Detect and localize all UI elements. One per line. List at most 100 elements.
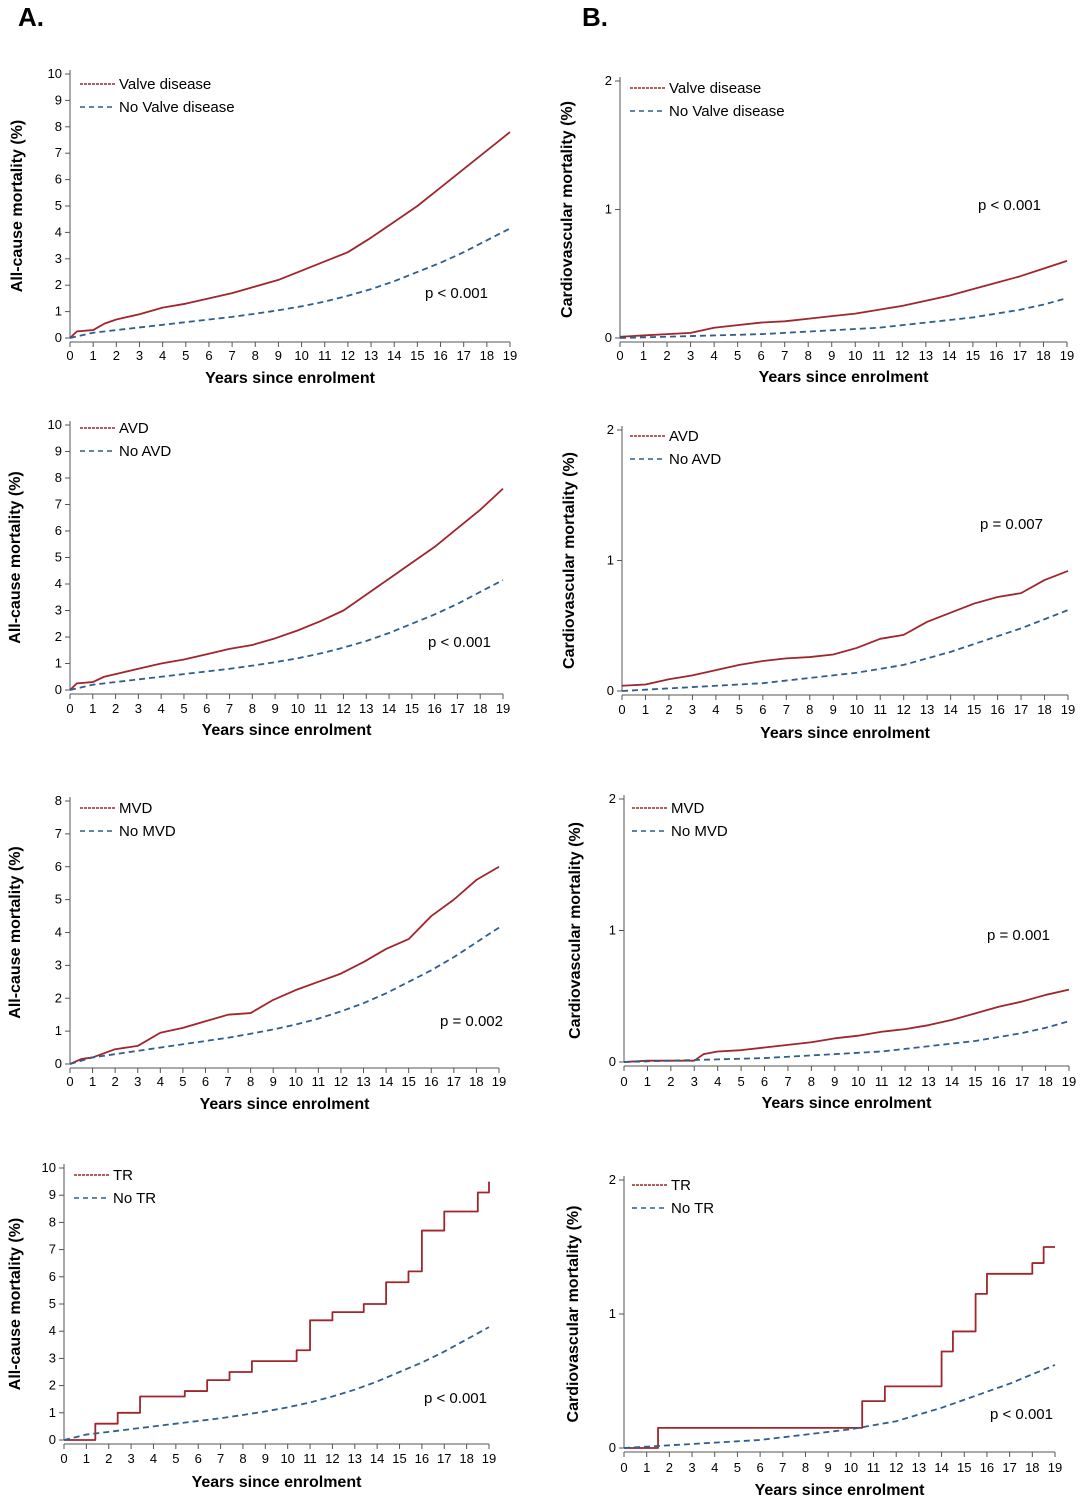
no-disease-curve xyxy=(621,609,1069,692)
x-tick-label: 0 xyxy=(66,348,73,363)
x-tick-label: 14 xyxy=(945,1074,959,1089)
y-tick-label: 2 xyxy=(609,791,616,806)
x-tick-label: 18 xyxy=(1025,1460,1039,1475)
legend-label: No TR xyxy=(671,1200,714,1217)
x-tick-label: 11 xyxy=(312,1074,326,1089)
x-tick-label: 14 xyxy=(943,702,957,717)
y-tick-label: 2 xyxy=(605,73,612,88)
x-axis-title: Years since enrolment xyxy=(762,1095,933,1112)
x-tick-label: 0 xyxy=(620,1460,627,1475)
y-tick-label: 4 xyxy=(55,224,62,239)
y-tick-label: 4 xyxy=(55,576,62,591)
p-value-annotation: p < 0.001 xyxy=(428,634,491,651)
x-tick-label: 18 xyxy=(1037,702,1051,717)
x-tick-label: 1 xyxy=(89,701,96,716)
y-tick-label: 9 xyxy=(55,444,62,459)
y-tick-label: 3 xyxy=(49,1350,56,1365)
y-tick-label: 9 xyxy=(55,92,62,107)
x-tick-label: 1 xyxy=(642,702,649,717)
x-tick-label: 11 xyxy=(303,1451,317,1466)
x-tick-label: 5 xyxy=(182,348,189,363)
x-tick-label: 10 xyxy=(291,701,305,716)
disease-curve xyxy=(623,988,1070,1063)
x-tick-label: 18 xyxy=(480,348,494,363)
x-tick-label: 13 xyxy=(364,348,378,363)
x-axis-title: Years since enrolment xyxy=(200,1096,371,1113)
x-tick-label: 17 xyxy=(1015,1074,1029,1089)
x-tick-label: 2 xyxy=(666,1460,673,1475)
legend-label: MVD xyxy=(119,800,153,817)
x-tick-label: 10 xyxy=(848,348,862,363)
y-tick-label: 2 xyxy=(607,422,614,437)
x-tick-label: 9 xyxy=(271,701,278,716)
x-tick-label: 17 xyxy=(1014,702,1028,717)
y-tick-label: 1 xyxy=(55,656,62,671)
disease-curve xyxy=(69,487,504,691)
y-tick-label: 7 xyxy=(55,497,62,512)
x-tick-label: 14 xyxy=(370,1451,384,1466)
y-tick-label: 10 xyxy=(42,1160,56,1175)
x-tick-label: 19 xyxy=(1061,702,1075,717)
x-tick-label: 5 xyxy=(179,1074,186,1089)
x-tick-label: 4 xyxy=(159,348,166,363)
legend-label: No AVD xyxy=(119,443,171,460)
x-tick-label: 16 xyxy=(980,1460,994,1475)
x-tick-label: 16 xyxy=(433,348,447,363)
x-tick-label: 4 xyxy=(712,702,719,717)
x-axis-title: Years since enrolment xyxy=(760,725,931,742)
x-tick-label: 9 xyxy=(825,1460,832,1475)
y-tick-label: 0 xyxy=(49,1432,56,1447)
x-tick-label: 5 xyxy=(172,1451,179,1466)
y-tick-label: 1 xyxy=(49,1405,56,1420)
x-tick-label: 12 xyxy=(896,702,910,717)
x-tick-label: 6 xyxy=(761,1074,768,1089)
no-disease-curve xyxy=(69,579,504,691)
x-tick-label: 0 xyxy=(66,1074,73,1089)
no-disease-curve xyxy=(619,297,1068,339)
x-tick-label: 2 xyxy=(112,701,119,716)
p-value-annotation: p < 0.001 xyxy=(978,197,1041,214)
x-axis-title: Years since enrolment xyxy=(202,722,373,739)
x-tick-label: 19 xyxy=(1062,1074,1076,1089)
x-tick-label: 7 xyxy=(784,1074,791,1089)
x-tick-label: 15 xyxy=(967,702,981,717)
legend-label: No MVD xyxy=(119,823,176,840)
legend-label: No MVD xyxy=(671,823,728,840)
legend-label: TR xyxy=(113,1167,133,1184)
x-tick-label: 8 xyxy=(239,1451,246,1466)
x-tick-label: 3 xyxy=(136,348,143,363)
y-tick-label: 7 xyxy=(49,1242,56,1257)
x-tick-label: 9 xyxy=(828,348,835,363)
x-tick-label: 1 xyxy=(640,348,647,363)
y-tick-label: 6 xyxy=(55,523,62,538)
y-tick-label: 1 xyxy=(609,1306,616,1321)
x-tick-label: 9 xyxy=(275,348,282,363)
x-tick-label: 7 xyxy=(224,1074,231,1089)
x-tick-label: 5 xyxy=(737,1074,744,1089)
x-tick-label: 3 xyxy=(135,701,142,716)
y-tick-label: 1 xyxy=(55,1023,62,1038)
y-tick-label: 5 xyxy=(55,892,62,907)
x-tick-label: 12 xyxy=(889,1460,903,1475)
x-tick-label: 4 xyxy=(711,1460,718,1475)
y-tick-label: 0 xyxy=(607,683,614,698)
panel-label-b: B. xyxy=(582,2,608,32)
x-tick-label: 2 xyxy=(663,348,670,363)
legend-label: AVD xyxy=(669,428,699,445)
y-tick-label: 8 xyxy=(49,1214,56,1229)
x-tick-label: 7 xyxy=(228,348,235,363)
x-tick-label: 7 xyxy=(217,1451,224,1466)
x-tick-label: 12 xyxy=(336,701,350,716)
no-disease-curve xyxy=(623,1364,1056,1449)
legend-label: TR xyxy=(671,1177,691,1194)
legend-label: No Valve disease xyxy=(119,99,235,116)
p-value-annotation: p < 0.001 xyxy=(425,285,488,302)
p-value-annotation: p < 0.001 xyxy=(990,1406,1053,1423)
disease-curve xyxy=(64,1181,490,1441)
x-tick-label: 2 xyxy=(112,1074,119,1089)
x-tick-label: 13 xyxy=(359,701,373,716)
